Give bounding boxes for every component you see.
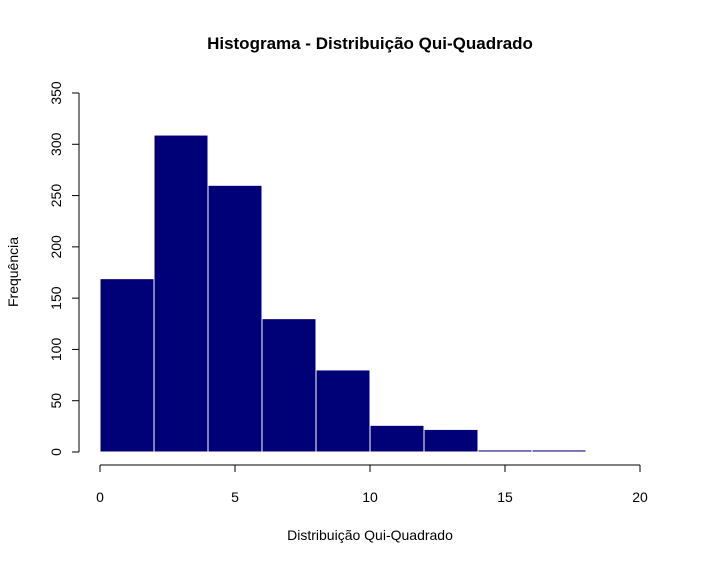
- y-tick-label: 250: [48, 184, 64, 208]
- x-tick-label: 5: [231, 489, 239, 505]
- histogram-bar-5: [369, 424, 425, 453]
- bars-group: [99, 134, 587, 453]
- x-axis: 0 5 10 15 20: [96, 464, 648, 505]
- x-tick-label: 15: [497, 489, 513, 505]
- histogram-bar-2: [207, 184, 263, 453]
- histogram-bar-0: [99, 278, 155, 453]
- y-axis: 0 50 100 150 200 250 300 350: [48, 81, 80, 456]
- x-axis-label: Distribuição Qui-Quadrado: [287, 527, 453, 543]
- histogram-bar-7: [477, 449, 533, 453]
- x-tick-label: 0: [96, 489, 104, 505]
- histogram-bar-1: [153, 134, 209, 453]
- y-axis-label: Frequência: [5, 237, 21, 307]
- y-tick-label: 0: [48, 448, 64, 456]
- y-tick-label: 350: [48, 81, 64, 105]
- y-tick-label: 150: [48, 286, 64, 310]
- histogram-bar-6: [423, 428, 479, 453]
- y-tick-label: 100: [48, 338, 64, 362]
- y-tick-label: 300: [48, 132, 64, 156]
- x-tick-label: 20: [632, 489, 648, 505]
- x-tick-label: 10: [362, 489, 378, 505]
- histogram-bar-3: [261, 318, 317, 453]
- histogram-bar-4: [315, 369, 371, 453]
- y-tick-label: 50: [48, 393, 64, 409]
- y-tick-label: 200: [48, 235, 64, 259]
- chart-title: Histograma - Distribuição Qui-Quadrado: [207, 34, 533, 53]
- histogram-bar-8: [531, 449, 587, 453]
